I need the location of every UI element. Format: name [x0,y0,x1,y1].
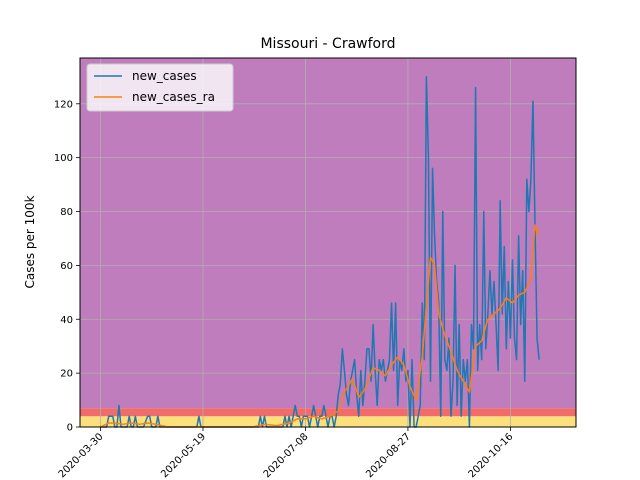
background-band-0 [80,416,576,427]
x-tick-label: 2020-07-08 [262,431,311,480]
y-tick-label: 80 [60,207,73,218]
series-line-new-cases [100,76,540,428]
background-band-2 [80,58,576,409]
y-tick-label: 20 [60,369,73,380]
y-tick-label: 120 [54,99,73,110]
x-tick-label: 2020-10-16 [467,431,516,480]
legend: new_cases new_cases_ra [86,63,234,112]
x-axis: 2020-03-30 2020-05-19 2020-07-08 2020-08-27… [57,427,516,480]
chart-title: Missouri - Crawford [260,36,395,52]
plot-background [80,58,576,427]
legend-label-new-cases: new_cases [132,69,197,83]
legend-label-new-cases-ra: new_cases_ra [132,90,215,104]
y-axis-label: Cases per 100k [23,195,37,288]
y-tick-label: 100 [54,153,73,164]
legend-box [86,63,234,112]
x-tick-label: 2020-03-30 [57,431,106,480]
x-tick-label: 2020-08-27 [364,431,413,480]
y-tick-label: 60 [60,261,73,272]
background-band-1 [80,408,576,417]
y-axis: 0 20 40 60 80 100 120 [54,99,80,434]
x-tick-label: 2020-05-19 [159,431,208,480]
y-tick-label: 0 [67,423,73,434]
plot-frame [79,57,577,428]
y-tick-label: 40 [60,315,73,326]
